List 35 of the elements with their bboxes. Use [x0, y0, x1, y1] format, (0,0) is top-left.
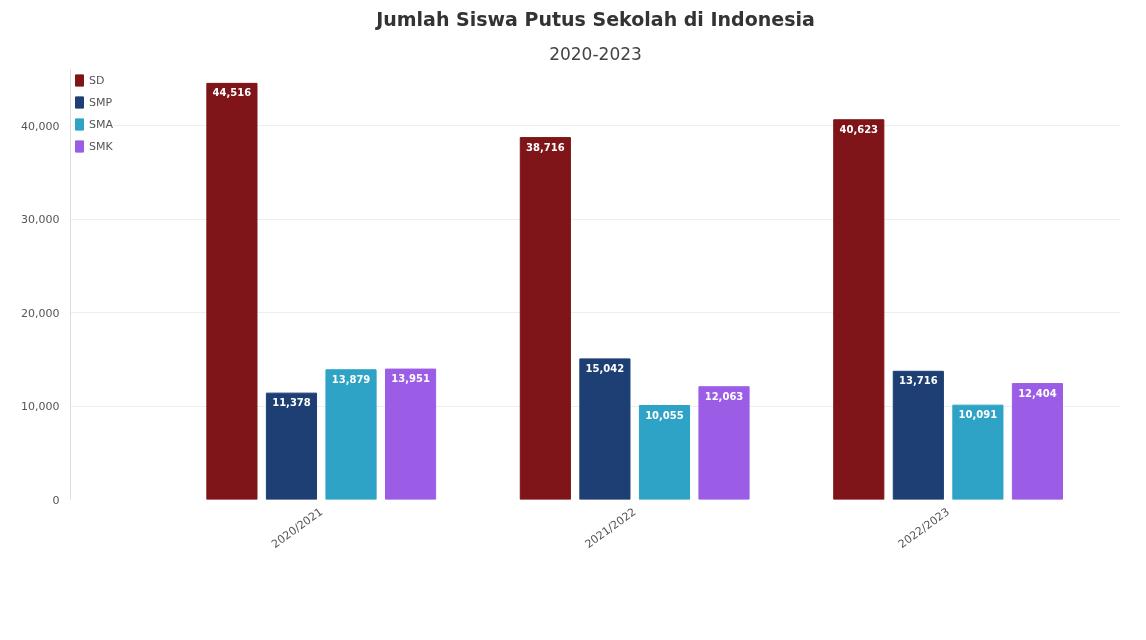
- legend-label: SMP: [89, 95, 113, 109]
- data-label: 44,516: [212, 87, 252, 99]
- data-label: 10,091: [958, 409, 998, 421]
- data-label: 13,716: [899, 375, 938, 387]
- legend-label: SMA: [89, 117, 113, 131]
- bar: [892, 370, 944, 500]
- data-label: 12,404: [1018, 387, 1057, 399]
- y-tick-label: 10,000: [21, 400, 60, 414]
- bar: [698, 386, 750, 500]
- y-tick-label: 30,000: [21, 213, 60, 227]
- bar: [265, 392, 318, 500]
- bar: [206, 82, 258, 500]
- bar: [325, 369, 377, 500]
- bar: [579, 358, 631, 500]
- data-label: 40,623: [839, 123, 879, 135]
- legend-label: SMK: [89, 139, 113, 153]
- legend-label: SD: [89, 73, 106, 87]
- bar: [519, 137, 571, 500]
- data-label: 13,951: [391, 373, 430, 385]
- bar: [638, 405, 691, 500]
- data-label: 15,042: [585, 362, 625, 374]
- bar: [833, 119, 885, 500]
- bar: [1011, 383, 1064, 500]
- y-tick-label: 40,000: [21, 119, 60, 133]
- chart-subtitle: 2020-2023: [549, 43, 642, 64]
- y-tick-label: 0: [52, 493, 60, 507]
- y-tick-label: 20,000: [21, 306, 60, 320]
- chart-title: Jumlah Siswa Putus Sekolah di Indonesia: [374, 7, 815, 30]
- data-label: 12,063: [704, 390, 744, 402]
- data-label: 11,378: [272, 397, 311, 409]
- data-label: 13,879: [331, 373, 371, 385]
- bar: [952, 404, 1004, 500]
- bar: [385, 368, 437, 500]
- data-label: 38,716: [526, 141, 565, 153]
- data-label: 10,055: [645, 409, 684, 421]
